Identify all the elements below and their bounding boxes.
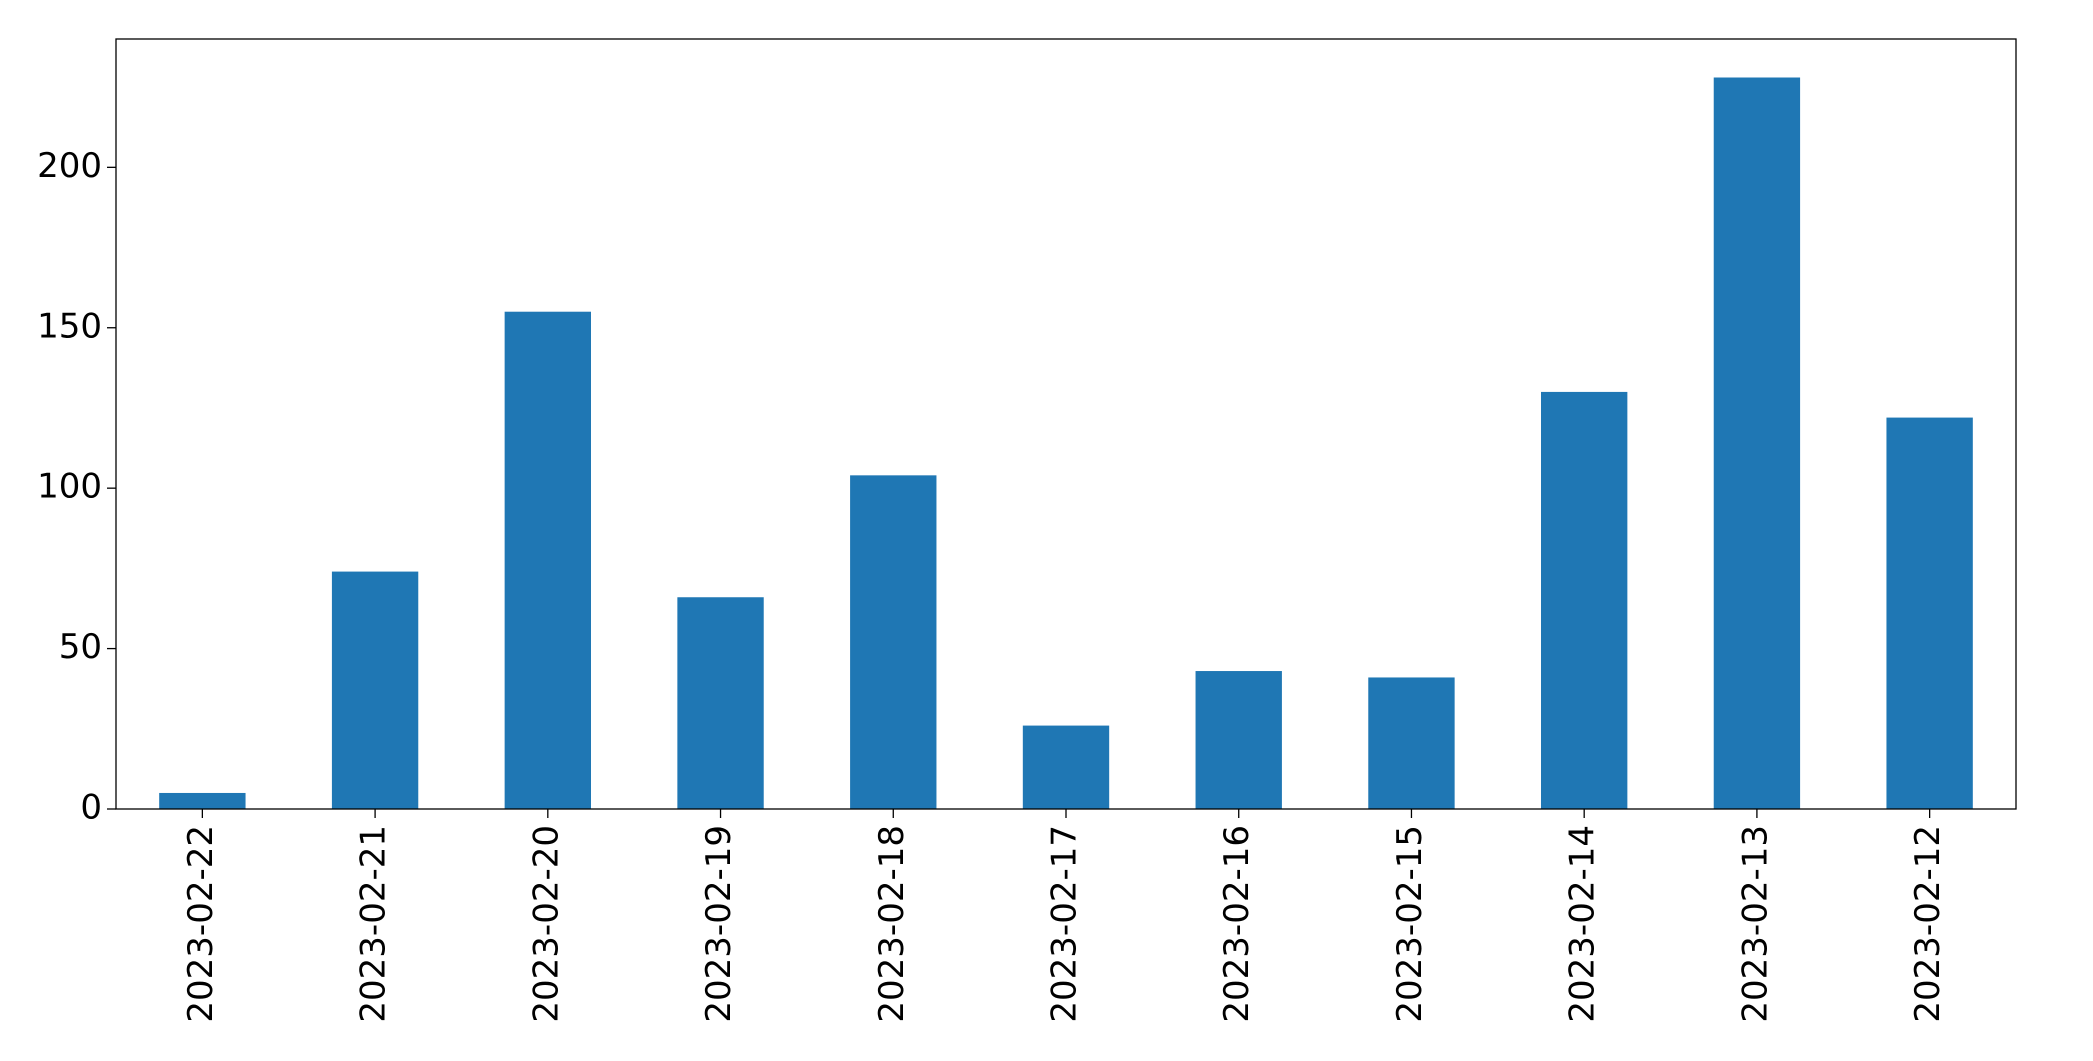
x-tick-label: 2023-02-18 xyxy=(872,825,912,1023)
y-tick-label: 200 xyxy=(37,146,102,186)
x-tick-label: 2023-02-12 xyxy=(1908,825,1948,1023)
bar xyxy=(159,792,246,809)
plot-frame xyxy=(115,38,2017,810)
bar xyxy=(331,571,419,809)
bar xyxy=(850,475,937,809)
x-tick-label: 2023-02-20 xyxy=(526,825,566,1023)
x-tick-label: 2023-02-21 xyxy=(354,825,394,1023)
bar xyxy=(1368,677,1455,809)
bar xyxy=(1886,417,1973,809)
bar xyxy=(677,597,764,809)
bar xyxy=(1022,725,1110,809)
bar xyxy=(1195,671,1282,809)
x-tick-label: 2023-02-15 xyxy=(1390,825,1430,1023)
y-tick-label: 150 xyxy=(37,306,102,346)
x-tick-label: 2023-02-14 xyxy=(1563,825,1603,1023)
y-tick-label: 100 xyxy=(37,467,102,507)
bar xyxy=(504,311,591,809)
x-tick-label: 2023-02-17 xyxy=(1045,825,1085,1023)
bar xyxy=(1541,391,1628,809)
y-tick-label: 50 xyxy=(59,627,102,667)
x-tick-label: 2023-02-16 xyxy=(1217,825,1257,1023)
bar xyxy=(1713,77,1801,809)
x-tick-label: 2023-02-19 xyxy=(699,825,739,1023)
x-tick-label: 2023-02-13 xyxy=(1735,825,1775,1023)
y-tick-label: 0 xyxy=(80,788,102,828)
x-tick-label: 2023-02-22 xyxy=(181,825,221,1023)
